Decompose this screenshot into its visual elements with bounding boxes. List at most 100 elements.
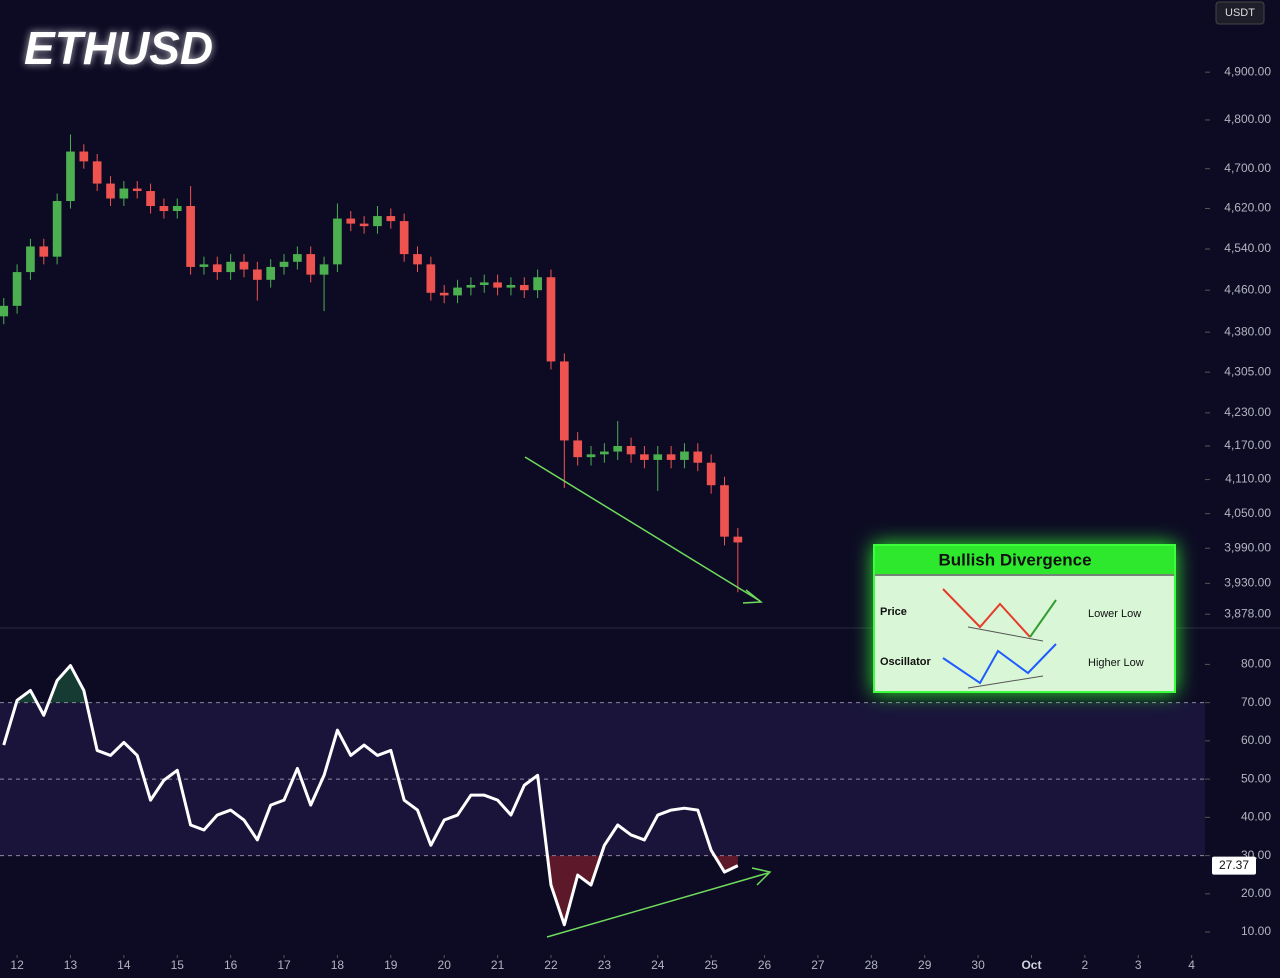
inset-row-note: Lower Low	[1088, 608, 1141, 620]
candle-body	[52, 201, 62, 257]
candle-body	[12, 272, 22, 306]
candle-body	[66, 151, 75, 202]
candle-body	[533, 277, 542, 291]
x-tick-label: 29	[918, 958, 932, 972]
x-tick-label: 19	[384, 958, 398, 972]
oscillator-line	[2, 664, 739, 927]
y-tick-label: 3,878.00	[1224, 606, 1271, 620]
x-tick-label: 4	[1188, 958, 1195, 972]
x-tick-label: 24	[651, 958, 665, 972]
y-tick-label: 4,110.00	[1225, 472, 1271, 486]
candle-body	[252, 269, 262, 280]
x-tick-label: 25	[704, 958, 718, 972]
candle-body	[279, 261, 289, 267]
oversold-fill	[3, 855, 738, 925]
candle-body	[586, 454, 596, 458]
candle-body	[413, 254, 422, 265]
candle-body	[626, 445, 636, 455]
x-tick-label: 23	[598, 958, 612, 972]
inset-osc-trend	[967, 675, 1044, 689]
inset-header	[875, 546, 1174, 574]
candle-body	[172, 206, 182, 212]
candle-body	[146, 191, 155, 207]
y-tick-label: 50.00	[1241, 771, 1271, 785]
candle-body	[706, 462, 716, 486]
inset-row-label: Oscillator	[880, 656, 931, 668]
candle-body	[106, 183, 115, 199]
candle-body	[399, 221, 409, 255]
rsi-arrow	[546, 872, 769, 938]
candle-body	[0, 305, 9, 317]
annotation-arrows	[524, 456, 772, 938]
last-value-label: 27.37	[1219, 858, 1249, 872]
candle-body	[119, 188, 129, 199]
last-value-box	[1212, 856, 1256, 875]
candle-body	[653, 454, 663, 460]
y-tick-label: 4,230.00	[1224, 405, 1271, 419]
unit-box	[1215, 1, 1265, 25]
candle-body	[226, 261, 235, 273]
y-tick-label: 3,990.00	[1224, 540, 1271, 554]
x-tick-label: 16	[224, 958, 238, 972]
y-tick-label: 4,800.00	[1224, 112, 1271, 126]
candle-body	[39, 246, 49, 257]
divergence-inset: Bullish Divergence Price Lower Low Oscil…	[873, 544, 1176, 693]
x-tick-label: 2	[1082, 958, 1089, 972]
y-tick-label: 40.00	[1241, 810, 1271, 824]
inset-title: Bullish Divergence	[938, 550, 1091, 569]
candle-body	[600, 451, 609, 455]
candle-body	[613, 445, 623, 452]
inset-row-note: Higher Low	[1088, 657, 1144, 669]
overbought-fill	[3, 665, 738, 703]
candle-body	[453, 287, 462, 296]
candle-body	[479, 282, 489, 286]
x-tick-label: 14	[117, 958, 131, 972]
x-tick-label: 22	[544, 958, 558, 972]
candle-body	[493, 282, 502, 288]
candle-body	[346, 218, 356, 224]
x-tick-label: 21	[491, 958, 505, 972]
candle-body	[306, 254, 316, 275]
candle-body	[212, 264, 222, 273]
y-tick-label: 4,305.00	[1224, 364, 1271, 378]
price-arrow-head	[742, 589, 764, 604]
candle-body	[559, 361, 569, 441]
x-tick-label: 28	[865, 958, 879, 972]
candle-body	[132, 188, 142, 192]
candle-body	[199, 264, 209, 267]
candle-body	[506, 285, 516, 288]
y-tick-label: 4,700.00	[1224, 161, 1271, 175]
candle-body	[239, 261, 249, 270]
candle-body	[319, 264, 329, 275]
y-tick-label: 4,170.00	[1224, 438, 1271, 452]
y-tick-label: 20.00	[1241, 886, 1271, 900]
candle-body	[519, 285, 529, 291]
inset-price-up	[1029, 599, 1057, 638]
candle-body	[680, 451, 689, 460]
x-tick-label: Oct	[1021, 958, 1041, 972]
candle-body	[466, 285, 476, 288]
y-tick-label: 3,930.00	[1224, 576, 1271, 590]
candle-body	[546, 277, 556, 362]
candle-body	[439, 292, 449, 296]
candle-body	[666, 454, 676, 460]
price-arrow	[524, 456, 761, 602]
candle-body	[92, 161, 102, 184]
y-tick-label: 70.00	[1241, 695, 1271, 709]
unit-label: USDT	[1225, 7, 1255, 19]
x-tick-label: 27	[811, 958, 825, 972]
inset-price-down	[942, 588, 1031, 638]
candle-body	[186, 206, 195, 267]
inset-row-label: Price	[880, 606, 907, 618]
y-tick-label: 60.00	[1241, 733, 1271, 747]
candle-body	[733, 536, 743, 543]
candle-body	[26, 246, 35, 273]
candle-body	[266, 266, 276, 280]
x-tick-label: 26	[758, 958, 772, 972]
candle-body	[426, 264, 436, 293]
y-tick-label: 4,540.00	[1224, 241, 1271, 255]
y-tick-label: 4,460.00	[1224, 282, 1271, 296]
x-tick-label: 30	[971, 958, 985, 972]
